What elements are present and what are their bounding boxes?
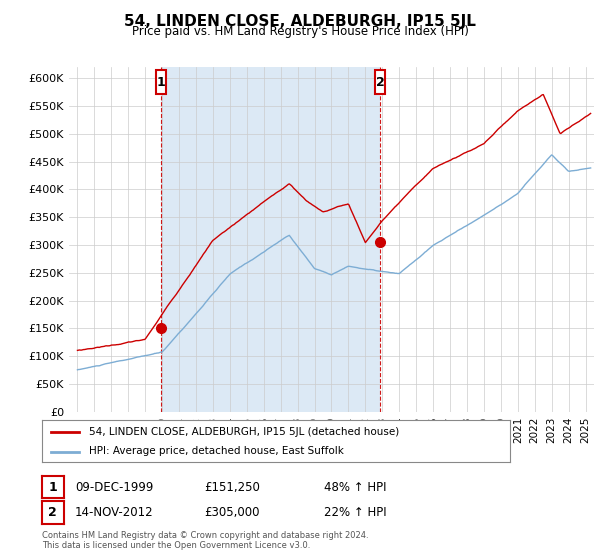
Text: 09-DEC-1999: 09-DEC-1999	[75, 480, 154, 494]
Bar	[375, 69, 385, 95]
Text: 1: 1	[49, 480, 57, 494]
Text: Price paid vs. HM Land Registry's House Price Index (HPI): Price paid vs. HM Land Registry's House …	[131, 25, 469, 38]
Text: HPI: Average price, detached house, East Suffolk: HPI: Average price, detached house, East…	[89, 446, 344, 456]
Bar	[161, 67, 380, 412]
Text: Contains HM Land Registry data © Crown copyright and database right 2024.
This d: Contains HM Land Registry data © Crown c…	[42, 530, 368, 550]
Text: 48% ↑ HPI: 48% ↑ HPI	[324, 480, 386, 494]
Text: 14-NOV-2012: 14-NOV-2012	[75, 506, 154, 519]
Text: 54, LINDEN CLOSE, ALDEBURGH, IP15 5JL (detached house): 54, LINDEN CLOSE, ALDEBURGH, IP15 5JL (d…	[89, 427, 399, 437]
Text: 54, LINDEN CLOSE, ALDEBURGH, IP15 5JL: 54, LINDEN CLOSE, ALDEBURGH, IP15 5JL	[124, 14, 476, 29]
Text: 1: 1	[157, 76, 166, 88]
Text: £151,250: £151,250	[204, 480, 260, 494]
Text: 2: 2	[49, 506, 57, 519]
Text: £305,000: £305,000	[204, 506, 260, 519]
Text: 2: 2	[376, 76, 385, 88]
Bar	[156, 69, 166, 95]
Text: 22% ↑ HPI: 22% ↑ HPI	[324, 506, 386, 519]
